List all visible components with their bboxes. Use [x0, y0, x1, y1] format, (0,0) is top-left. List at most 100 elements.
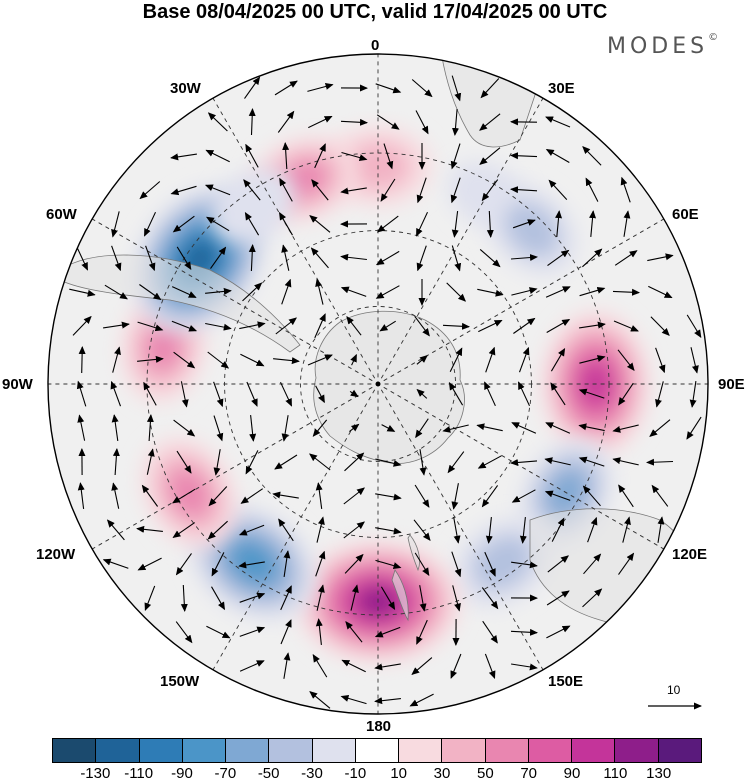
colorbar-cell — [442, 739, 486, 762]
new-zealand-shape — [391, 534, 420, 622]
wind-arrow — [548, 179, 568, 200]
wind-arrow — [545, 286, 571, 298]
wind-arrow — [655, 381, 664, 408]
wind-arrow — [518, 381, 530, 407]
wind-arrow — [139, 284, 162, 301]
wind-arrow — [146, 414, 154, 442]
wind-arrow — [72, 315, 92, 336]
meridian-line — [212, 97, 376, 379]
wind-arrow — [312, 654, 328, 678]
anomaly-center — [453, 517, 553, 608]
wind-arrow — [447, 451, 465, 474]
wind-arrow — [144, 211, 156, 237]
wind-arrow — [314, 313, 326, 339]
colorbar-cell — [572, 739, 616, 762]
wind-arrow — [383, 143, 394, 170]
wind-arrow — [416, 355, 428, 365]
wind-arrow — [343, 521, 365, 539]
colorbar-cell — [96, 739, 140, 762]
wind-arrow — [481, 179, 499, 202]
wind-arrow — [136, 525, 163, 533]
wind-arrow — [650, 316, 670, 337]
wind-arrow — [104, 284, 128, 300]
wind-arrow — [283, 550, 291, 577]
wind-arrow — [180, 381, 189, 408]
wind-arrow — [511, 422, 537, 434]
wind-arrow — [484, 381, 496, 407]
wind-arrow — [451, 483, 459, 510]
wind-arrow — [170, 185, 197, 196]
wind-arrow — [245, 143, 259, 168]
wind-arrow — [112, 346, 121, 373]
wind-arrow — [480, 78, 500, 99]
wind-arrow — [450, 143, 461, 170]
wind-arrow — [448, 381, 464, 406]
wind-arrow — [622, 516, 631, 543]
colorbar-tick-label: -70 — [214, 765, 237, 782]
wind-arrow — [477, 455, 502, 469]
wind-arrow — [409, 693, 434, 707]
wind-arrow — [623, 210, 631, 237]
wind-arrow — [238, 561, 265, 569]
wind-arrow — [374, 663, 401, 671]
wind-arrow — [275, 317, 297, 335]
wind-arrow — [281, 244, 290, 271]
wind-arrow — [449, 347, 463, 372]
wind-arrow — [280, 585, 292, 611]
colorbar-cell — [312, 739, 356, 762]
wind-arrow — [274, 454, 298, 470]
latitude-circle — [146, 152, 610, 616]
wind-arrow — [442, 322, 470, 330]
wind-arrow — [208, 486, 228, 507]
wind-arrow — [442, 424, 469, 433]
wind-arrow — [578, 456, 605, 467]
wind-arrow — [411, 79, 433, 98]
wind-arrow — [239, 660, 265, 672]
wind-arrow — [544, 490, 571, 501]
wind-arrow — [411, 657, 433, 676]
wind-arrow — [657, 516, 665, 543]
wind-arrow — [545, 149, 570, 163]
wind-arrow — [618, 382, 634, 406]
wind-arrow — [242, 282, 263, 302]
wind-arrow — [341, 659, 366, 673]
wind-arrow — [137, 355, 164, 363]
meridian-line — [383, 218, 665, 382]
wind-arrow — [375, 493, 402, 501]
wind-arrow — [309, 215, 331, 233]
wind-arrow — [145, 245, 156, 272]
wind-arrow — [277, 110, 295, 133]
wind-arrow — [311, 179, 329, 201]
wind-arrow — [143, 381, 157, 406]
wind-arrow — [582, 248, 603, 268]
map-border — [47, 53, 709, 715]
wind-arrow — [655, 347, 666, 374]
wind-arrow — [238, 524, 265, 536]
wind-arrow — [315, 550, 326, 577]
wind-arrow — [112, 448, 120, 476]
colorbar-tick-label: -30 — [301, 765, 323, 782]
colorbar-ticks: -130 -110 -90 -70 -50 -30 -10 10 30 50 70 90 110 130 — [52, 765, 702, 783]
wind-arrow — [579, 286, 606, 297]
wind-arrow — [111, 211, 120, 238]
wind-arrow — [146, 448, 155, 475]
colorbar — [52, 738, 702, 763]
wind-arrow — [478, 319, 503, 333]
meridian-line — [91, 218, 373, 382]
wind-arrow — [280, 619, 292, 645]
wind-arrow — [205, 322, 232, 331]
wind-arrow — [511, 561, 538, 569]
wind-arrow — [307, 354, 333, 366]
wind-arrow — [240, 353, 265, 367]
wind-arrow — [414, 552, 430, 576]
wind-arrow — [519, 517, 527, 544]
wind-arrow — [453, 517, 461, 544]
lon-label-30e: 30E — [548, 80, 575, 97]
wind-arrow — [248, 244, 256, 272]
wind-arrow — [141, 484, 159, 507]
colorbar-tick-label: -110 — [124, 765, 154, 782]
wind-arrow — [545, 116, 571, 128]
wind-arrow — [414, 315, 430, 337]
wind-arrow — [511, 489, 536, 503]
